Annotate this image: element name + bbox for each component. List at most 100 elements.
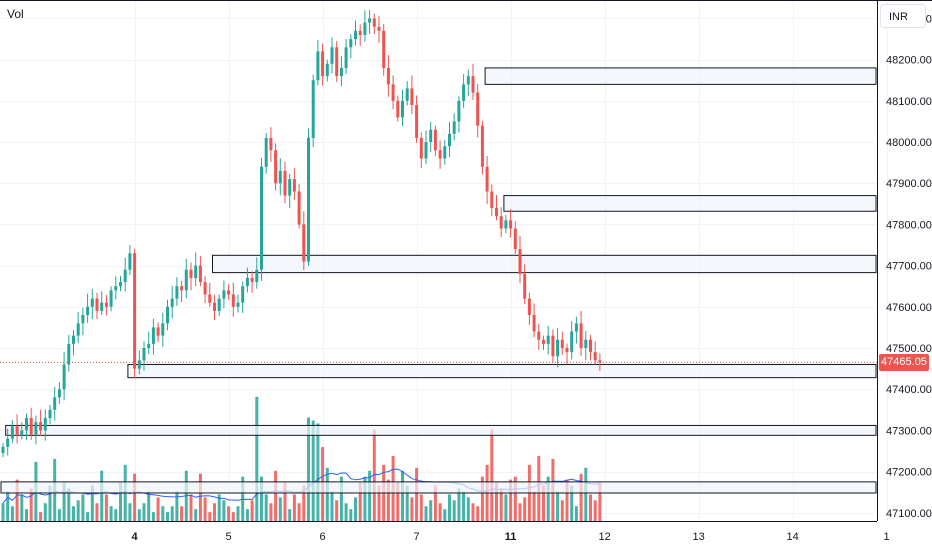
- candle-body: [250, 277, 254, 283]
- candle-body: [438, 150, 442, 159]
- zone-rectangle: [212, 254, 877, 274]
- volume-bar: [335, 500, 339, 521]
- volume-bar: [15, 479, 19, 521]
- price-tick-label: 48000.00: [886, 137, 932, 149]
- volume-bar: [20, 494, 24, 521]
- candle-body: [415, 104, 419, 138]
- candle-body: [283, 170, 287, 196]
- volume-bar: [100, 470, 104, 521]
- volume-bar: [443, 509, 447, 521]
- zone-rectangle: [5, 424, 877, 436]
- currency-selector[interactable]: INR: [880, 4, 926, 28]
- candle-body: [222, 290, 226, 299]
- volume-bar: [81, 494, 85, 521]
- candle-body: [208, 294, 212, 303]
- candle-body: [10, 426, 14, 439]
- candle-body: [593, 352, 597, 361]
- volume-bar: [523, 497, 527, 521]
- candle-body: [485, 166, 489, 192]
- volume-bar: [405, 485, 409, 521]
- volume-bar: [589, 494, 592, 521]
- candle-body: [81, 315, 85, 324]
- volume-bar: [584, 467, 588, 521]
- candle-body: [391, 84, 395, 101]
- candle-body: [466, 76, 470, 85]
- candle-body: [419, 137, 423, 159]
- volume-bar: [180, 506, 184, 521]
- candle-body: [90, 298, 94, 307]
- volume-bar: [208, 512, 212, 521]
- volume-bar: [43, 503, 47, 521]
- volume-bar: [241, 476, 245, 521]
- volume-bar: [142, 503, 146, 521]
- candle-body: [29, 418, 33, 435]
- price-axis[interactable]: 47100.00 47200.00 47300.00 47400.00 47500.00…: [886, 13, 932, 519]
- volume-bar: [161, 506, 165, 521]
- candle-body: [358, 30, 362, 35]
- volume-bar: [231, 512, 235, 521]
- volume-bar: [72, 506, 75, 521]
- volume-bar: [424, 506, 428, 521]
- candle-body: [560, 339, 564, 348]
- volume-bar: [316, 423, 320, 521]
- candle-body: [161, 323, 165, 336]
- candle-body: [330, 47, 334, 64]
- candle-body: [123, 269, 127, 283]
- candle-body: [170, 298, 174, 307]
- time-axis[interactable]: 4 5 6 7 11 12 13 14 1: [132, 531, 890, 543]
- candle-body: [574, 323, 578, 332]
- volume-bar: [114, 509, 118, 521]
- volume-bar: [90, 485, 94, 521]
- candle-body: [579, 323, 583, 348]
- volume-bar: [255, 396, 259, 521]
- volume-bar: [349, 509, 353, 521]
- candle-body: [147, 343, 151, 348]
- volume-bar: [307, 417, 310, 521]
- volume-bar: [166, 512, 169, 521]
- candle-body: [184, 269, 188, 291]
- volume-bar: [368, 470, 372, 521]
- candle-body: [523, 273, 527, 299]
- volume-bar: [76, 500, 80, 521]
- candle-body: [236, 302, 240, 307]
- candle-body: [396, 100, 400, 118]
- volume-bar: [297, 503, 301, 521]
- volume-bar: [104, 494, 108, 521]
- volume-bar: [509, 479, 513, 521]
- volume-bar: [278, 497, 282, 521]
- volume-bar: [457, 488, 461, 521]
- volume-bar: [358, 482, 362, 521]
- volume-bar: [598, 482, 602, 521]
- candle-body: [76, 323, 80, 336]
- candle-body: [424, 142, 428, 159]
- candle-body: [198, 265, 202, 283]
- volume-bar: [57, 509, 61, 521]
- supply-demand-zones: [0, 67, 877, 494]
- volume-bar: [156, 497, 160, 521]
- volume-bar: [433, 485, 437, 521]
- volume-bar: [227, 506, 231, 521]
- candle-body: [325, 63, 329, 77]
- candle-body: [598, 360, 602, 363]
- volume-bar: [198, 473, 202, 521]
- candle-body: [302, 224, 306, 262]
- volume-bar: [518, 503, 522, 521]
- candle-body: [339, 67, 343, 77]
- volume-bar: [128, 503, 132, 521]
- candle-body: [499, 216, 503, 229]
- candle-body: [292, 179, 296, 192]
- volume-bar: [260, 476, 263, 521]
- volume-bar: [532, 491, 536, 521]
- candle-body: [194, 265, 198, 278]
- volume-indicator-label[interactable]: Vol: [7, 7, 24, 21]
- candle-body: [15, 426, 19, 435]
- candle-body: [401, 100, 404, 118]
- price-tick-label: 47800.00: [886, 219, 932, 231]
- volume-bar: [401, 470, 404, 521]
- candle-body: [504, 220, 508, 229]
- candle-body: [189, 269, 193, 278]
- candle-body: [72, 335, 75, 344]
- candle-body: [241, 286, 245, 303]
- candle-body: [180, 286, 184, 291]
